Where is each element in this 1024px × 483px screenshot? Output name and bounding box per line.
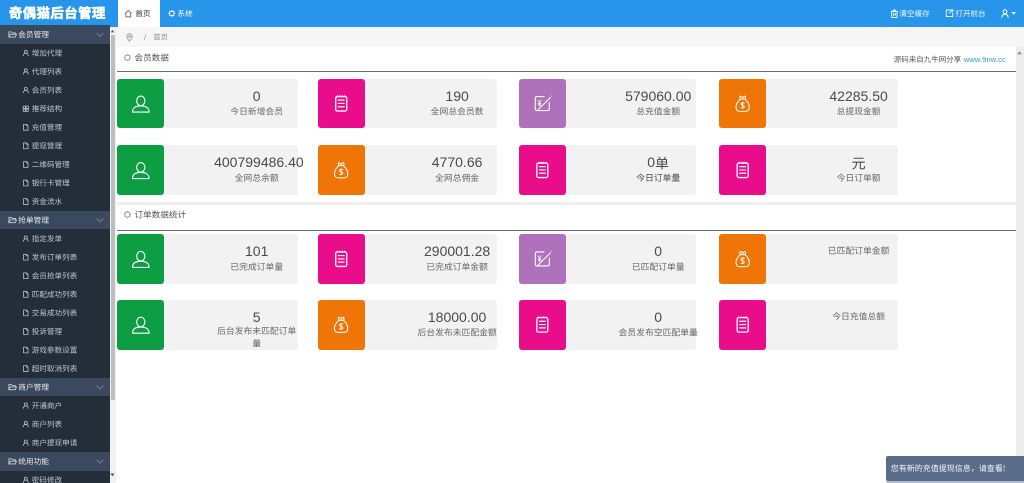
svg-text:/: / <box>144 32 147 42</box>
svg-text:www.9nw.cc: www.9nw.cc <box>963 55 1006 64</box>
